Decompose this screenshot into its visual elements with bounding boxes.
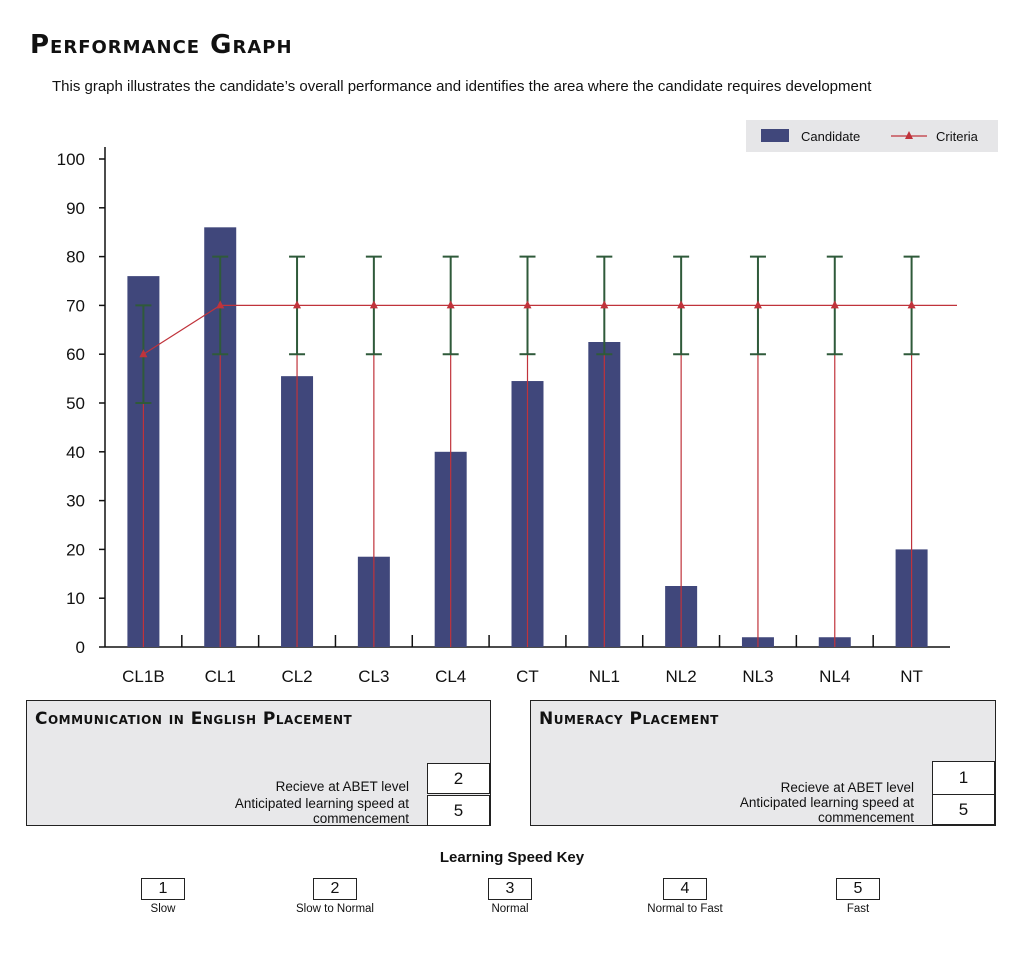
criteria-marker <box>677 300 686 309</box>
criteria-marker <box>139 349 148 358</box>
legend-label-criteria: Criteria <box>936 129 979 144</box>
english-abet-row: Recieve at ABET level 2 <box>149 763 490 794</box>
numeracy-abet-row: Recieve at ABET level 1 <box>654 761 995 795</box>
speed-key-item: 4 Normal to Fast <box>605 878 765 915</box>
criteria-marker <box>830 300 839 309</box>
criteria-marker <box>753 300 762 309</box>
legend-label-candidate: Candidate <box>801 129 860 144</box>
speed-key-item: 5 Fast <box>778 878 938 915</box>
y-tick-label: 10 <box>66 589 85 608</box>
english-speed-label: Anticipated learning speed at commenceme… <box>234 796 409 826</box>
english-panel-title: Communication in English Placement <box>35 709 353 729</box>
x-tick-label: NT <box>900 667 923 686</box>
y-tick-label: 60 <box>66 345 85 364</box>
performance-chart: 0 10 20 30 40 50 60 70 80 90 100 CL1B CL1 CL2 CL3 CL4 CT… <box>57 120 998 686</box>
speed-key-label: Slow to Normal <box>296 903 374 915</box>
y-tick-label: 90 <box>66 199 85 218</box>
criteria-marker <box>523 300 532 309</box>
numeracy-abet-value: 1 <box>932 761 995 795</box>
y-tick-label: 30 <box>66 492 85 511</box>
x-tick-label: CL3 <box>358 667 389 686</box>
english-speed-value: 5 <box>427 795 490 826</box>
x-tick-label: CT <box>516 667 539 686</box>
x-tick-label: CL1B <box>122 667 165 686</box>
english-abet-label: Recieve at ABET level <box>275 779 409 794</box>
speed-key-item: 3 Normal <box>430 878 590 915</box>
y-tick-label: 80 <box>66 248 85 267</box>
legend-swatch-candidate <box>761 129 789 142</box>
x-tick-label: NL1 <box>589 667 620 686</box>
speed-key-value: 5 <box>836 878 880 900</box>
y-tick-label: 20 <box>66 540 85 559</box>
criteria-marker <box>293 300 302 309</box>
english-placement-panel: Communication in English Placement Recie… <box>26 700 491 826</box>
criteria-marker <box>446 300 455 309</box>
english-speed-row: Anticipated learning speed at commenceme… <box>179 795 490 826</box>
numeracy-panel-title: Numeracy Placement <box>539 709 719 729</box>
criteria-marker <box>369 300 378 309</box>
numeracy-abet-label: Recieve at ABET level <box>780 780 914 795</box>
numeracy-speed-row: Anticipated learning speed at commenceme… <box>684 794 995 825</box>
speed-key-title: Learning Speed Key <box>439 849 585 866</box>
page-subtitle: This graph illustrates the candidate’s o… <box>52 78 872 95</box>
numeracy-speed-label: Anticipated learning speed at commenceme… <box>739 795 914 825</box>
speed-key-item: 1 Slow <box>83 878 243 915</box>
y-tick-label: 70 <box>66 296 85 315</box>
criteria-marker <box>907 300 916 309</box>
y-tick-label: 0 <box>76 638 85 657</box>
speed-key-value: 4 <box>663 878 707 900</box>
speed-key-value: 2 <box>313 878 357 900</box>
speed-key-item: 2 Slow to Normal <box>255 878 415 915</box>
legend-swatch-criteria-marker <box>905 131 913 139</box>
criteria-marker <box>600 300 609 309</box>
numeracy-speed-value: 5 <box>932 794 995 825</box>
x-tick-label: NL3 <box>742 667 773 686</box>
criteria-marker <box>216 300 225 309</box>
speed-key-value: 3 <box>488 878 532 900</box>
english-abet-value: 2 <box>427 763 490 794</box>
x-tick-label: CL1 <box>205 667 236 686</box>
speed-key-label: Normal to Fast <box>647 903 723 915</box>
speed-key-label: Fast <box>846 903 870 915</box>
numeracy-placement-panel: Numeracy Placement Recieve at ABET level… <box>530 700 996 826</box>
x-tick-label: NL2 <box>666 667 697 686</box>
y-tick-label: 100 <box>57 150 85 169</box>
x-tick-label: CL2 <box>281 667 312 686</box>
x-tick-label: CL4 <box>435 667 466 686</box>
page-title: Performance Graph <box>30 30 293 60</box>
x-tick-label: NL4 <box>819 667 850 686</box>
speed-key-label: Normal <box>491 903 529 915</box>
speed-key-label: Slow <box>150 903 176 915</box>
speed-key-value: 1 <box>141 878 185 900</box>
criteria-line <box>143 304 957 355</box>
y-tick-label: 50 <box>66 394 85 413</box>
y-tick-label: 40 <box>66 443 85 462</box>
